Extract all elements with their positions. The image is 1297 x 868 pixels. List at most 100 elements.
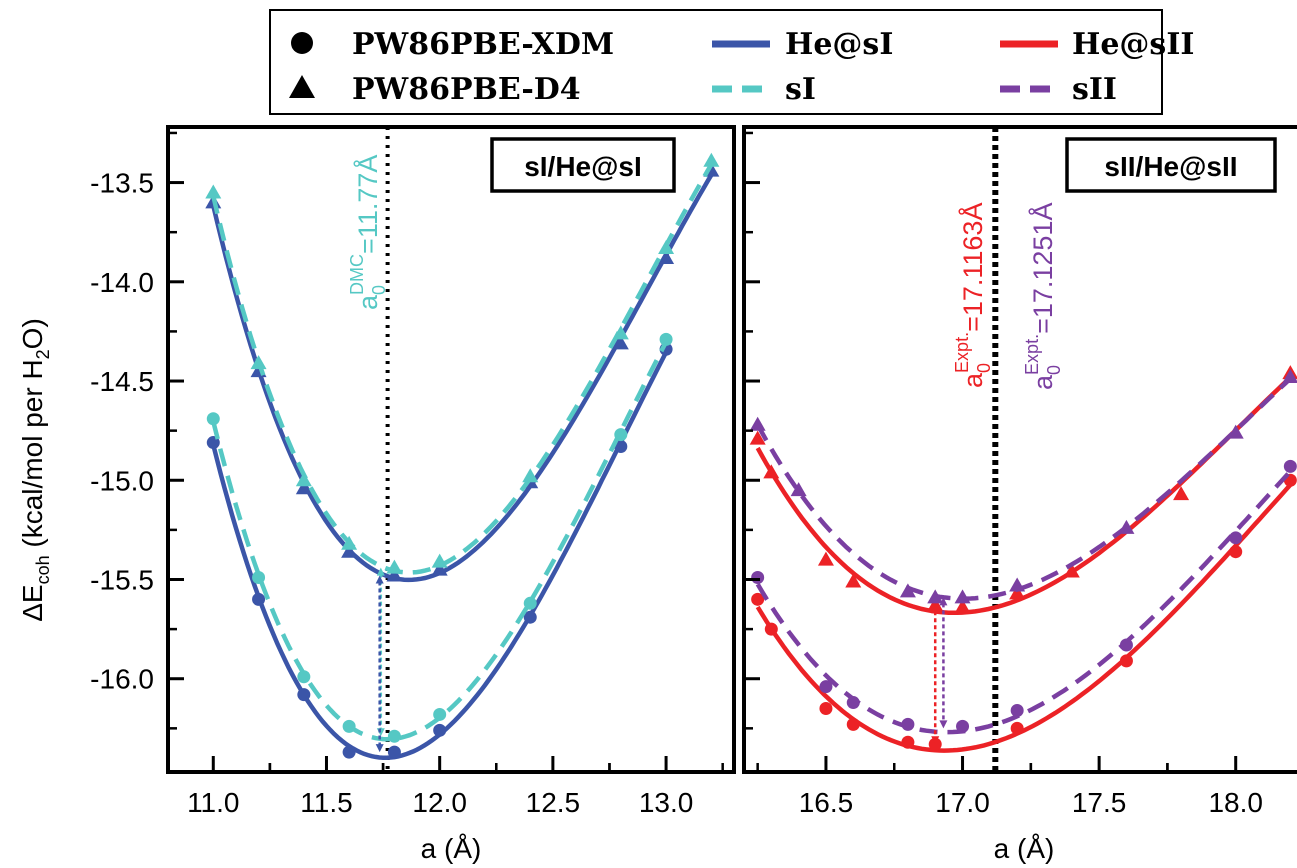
data-point-circle (1119, 654, 1133, 668)
annot-si-sub: 0 (369, 285, 389, 295)
difference-arrow-head-up (376, 567, 385, 576)
annot-he-sii-sup: Expt. (952, 332, 972, 373)
x-tick-label: 17.5 (1072, 787, 1127, 818)
data-point-circle (764, 622, 778, 636)
data-point-triangle (927, 597, 944, 612)
data-point-circle (1119, 638, 1133, 652)
data-point-triangle (817, 551, 834, 566)
data-point-triangle (845, 573, 862, 588)
x-tick-label: 12.5 (526, 787, 581, 818)
panel-si-label-frame (490, 137, 676, 193)
data-point-triangle (386, 559, 403, 574)
panel-si-label-box: sI/He@sI (490, 137, 676, 193)
panel-sii-xlabel: a (Å) (994, 833, 1055, 864)
panel-sii: 16.5 17.0 17.5 18.0 sII/He@sII a0Expt.=17.1… (742, 125, 1297, 864)
data-point-circle (342, 745, 356, 759)
data-point-circle (846, 717, 860, 731)
x-tick-label: 12.0 (412, 787, 467, 818)
data-point-triangle (612, 325, 629, 340)
data-point-triangle (1227, 424, 1244, 439)
x-tick-label: 17.0 (935, 787, 990, 818)
data-point-circle (614, 440, 628, 454)
data-point-triangle (431, 553, 448, 568)
legend-circle-marker (291, 32, 313, 54)
data-point-circle (901, 735, 915, 749)
data-point-circle (1229, 545, 1243, 559)
data-point-circle (523, 596, 537, 610)
legend-label-he-si: He@sI (785, 27, 893, 62)
data-point-circle (1010, 721, 1024, 735)
data-point-circle (387, 729, 401, 743)
data-point-triangle (295, 480, 312, 495)
y-label-end: O) (17, 318, 48, 349)
data-point-circle (659, 332, 673, 346)
data-point-triangle (658, 249, 675, 264)
data-point-circle (614, 428, 628, 442)
data-point-triangle (927, 589, 944, 604)
legend-label-d4: PW86PBE-D4 (352, 72, 581, 107)
panel-sii-data-layer (749, 127, 1297, 772)
x-tick-label: 18.0 (1208, 787, 1263, 818)
panel-si-frame (166, 125, 736, 774)
data-point-triangle (341, 535, 358, 550)
data-point-triangle (250, 355, 267, 370)
series-line-he-at-sii-pw86pbe-xdm (755, 483, 1292, 753)
data-point-circle (1010, 703, 1024, 717)
difference-arrow-head-up (375, 575, 384, 584)
data-point-triangle (1118, 519, 1135, 534)
panel-si-xlabel: a (Å) (421, 833, 482, 864)
difference-arrow-head-down (375, 744, 384, 753)
panel-sii-label: sII/He@sII (1104, 151, 1237, 182)
y-tick-label: -16.0 (90, 664, 154, 695)
legend-label-xdm: PW86PBE-XDM (352, 27, 614, 62)
y-tick-label: -13.5 (90, 168, 154, 199)
data-point-triangle (954, 589, 971, 604)
data-point-triangle (1282, 369, 1297, 384)
annot-sii-value: =17.1251Å (1027, 203, 1058, 334)
annot-he-sii-main: a (958, 372, 988, 388)
y-label-main: ΔE (17, 584, 48, 621)
data-point-triangle (763, 464, 780, 479)
panel-si-plot-area (205, 127, 720, 772)
y-tick-label: -14.0 (90, 267, 154, 298)
x-tick-label: 11.5 (300, 787, 352, 818)
annot-si-main: a (353, 294, 383, 310)
data-point-triangle (431, 561, 448, 576)
data-point-circle (297, 688, 311, 702)
data-point-triangle (1009, 585, 1026, 600)
data-point-circle (206, 412, 220, 426)
legend-triangle-marker (289, 75, 315, 98)
panel-sii-frame (742, 125, 1297, 774)
difference-arrow-head-down (931, 736, 940, 745)
legend: PW86PBE-XDM PW86PBE-D4 He@sI sI He@sII s… (269, 9, 1194, 115)
x-tick-label: 16.5 (799, 787, 854, 818)
data-point-circle (751, 571, 765, 585)
data-point-circle (433, 723, 447, 737)
panel-sii-plot-area (749, 127, 1297, 772)
panel-sii-ticks: 16.5 17.0 17.5 18.0 (744, 131, 1263, 818)
data-point-triangle (295, 472, 312, 487)
series-line-sii-pw86pbe-xdm (755, 469, 1292, 735)
data-point-circle (901, 717, 915, 731)
data-point-circle (523, 610, 537, 624)
data-point-circle (846, 696, 860, 710)
data-point-triangle (954, 599, 971, 614)
y-tick-label: -14.5 (90, 366, 154, 397)
data-point-triangle (1009, 577, 1026, 592)
y-label-sub: coh (33, 555, 53, 584)
data-point-circle (819, 701, 833, 715)
data-point-circle (297, 670, 311, 684)
annot-he-sii-value: =17.1163Å (957, 203, 988, 332)
panel-si-vline-annotation: a0DMC=11.77Å (347, 155, 389, 310)
data-point-triangle (899, 583, 916, 598)
annot-sii-sup: Expt. (1022, 334, 1042, 375)
data-point-triangle (522, 468, 539, 483)
data-point-circle (252, 592, 266, 606)
y-label-sub2: 2 (33, 349, 53, 359)
series-line-si-pw86pbe-d4 (211, 163, 714, 575)
panel-si: -13.5 -14.0 -14.5 -15.0 -15.5 -16.0 11.0 11.5 12… (90, 125, 736, 864)
y-axis-label: ΔEcoh (kcal/mol per H2O) (17, 318, 53, 622)
data-point-circle (956, 719, 970, 733)
annot-si-sup: DMC (347, 254, 367, 295)
